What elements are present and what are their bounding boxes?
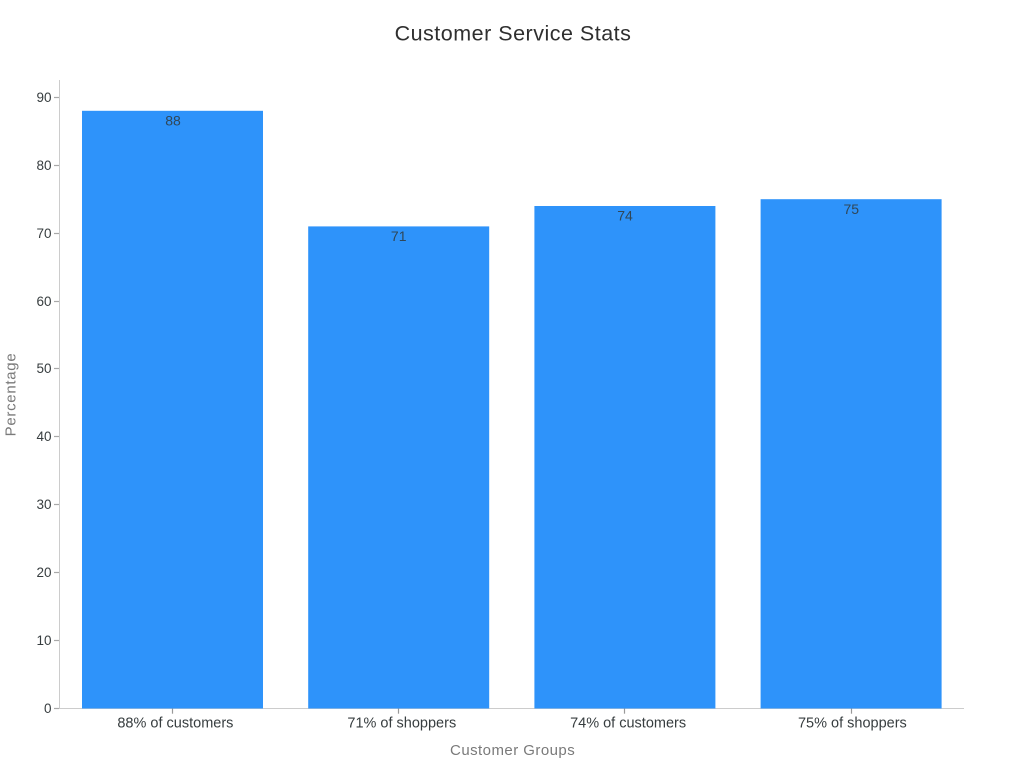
svg-text:10: 10 [36, 633, 51, 648]
svg-text:75: 75 [844, 201, 860, 217]
svg-text:74: 74 [617, 208, 633, 224]
svg-text:70: 70 [36, 226, 51, 241]
svg-text:71: 71 [391, 228, 407, 244]
svg-text:74% of customers: 74% of customers [570, 716, 686, 732]
svg-text:88: 88 [165, 113, 181, 129]
svg-text:Percentage: Percentage [3, 353, 20, 437]
svg-text:20: 20 [36, 565, 51, 580]
svg-text:40: 40 [36, 429, 51, 444]
svg-text:88% of customers: 88% of customers [117, 716, 233, 732]
svg-text:90: 90 [36, 90, 51, 105]
svg-text:71% of shoppers: 71% of shoppers [347, 716, 456, 732]
svg-text:50: 50 [36, 361, 51, 376]
svg-text:75% of shoppers: 75% of shoppers [798, 716, 907, 732]
svg-text:0: 0 [44, 701, 52, 716]
svg-text:80: 80 [36, 158, 51, 173]
svg-text:30: 30 [36, 497, 51, 512]
svg-text:Customer Groups: Customer Groups [450, 742, 575, 759]
svg-text:Customer Service Stats: Customer Service Stats [395, 22, 632, 46]
svg-text:60: 60 [36, 294, 51, 309]
